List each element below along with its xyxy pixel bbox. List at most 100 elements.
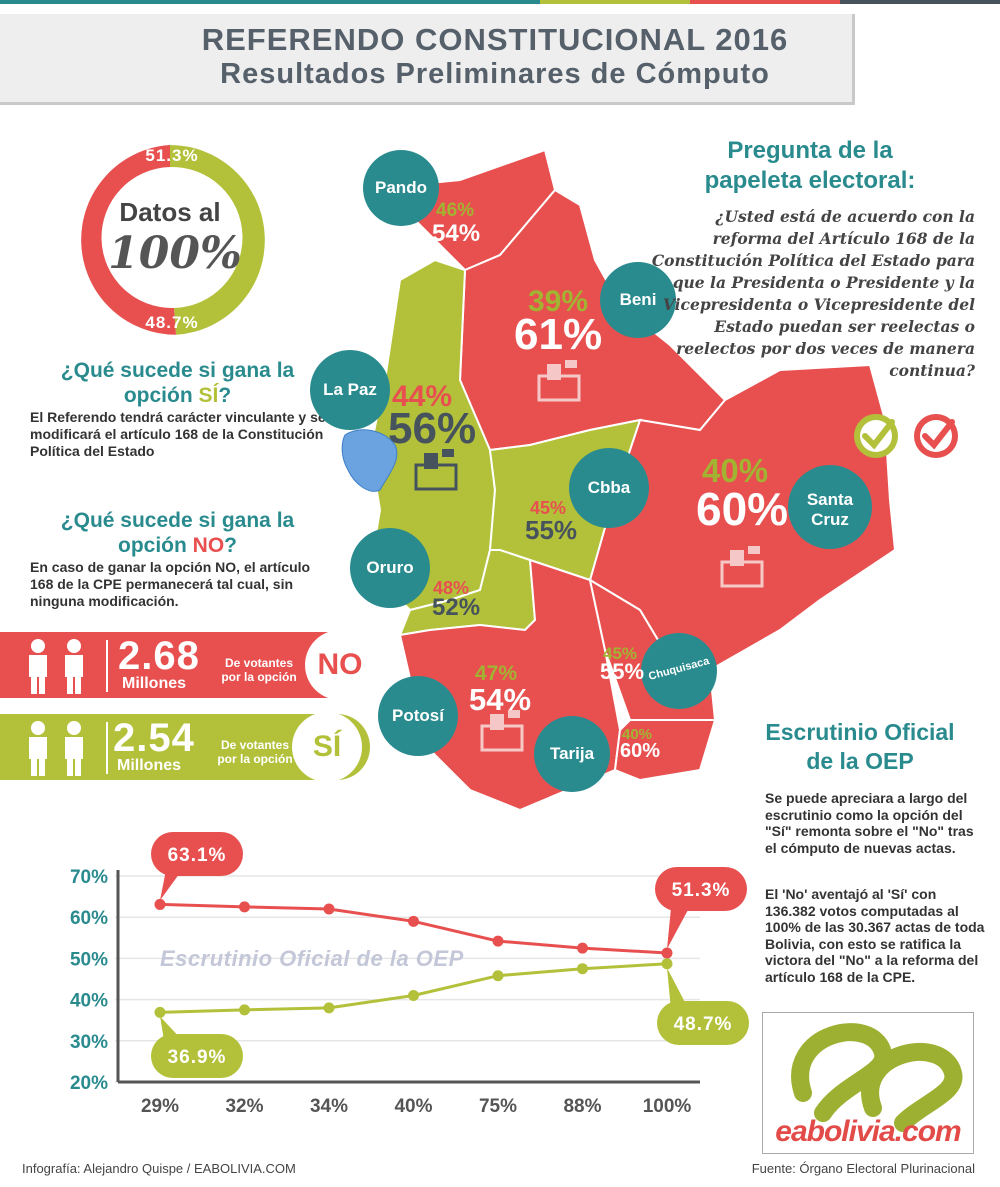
ballot-box-icon [537,360,581,402]
callout-no-end-bubble [655,867,747,911]
pct-yes-beni: 39% [528,285,589,318]
stat-no-number: 2.68 [118,634,200,678]
y-tick-label: 40% [70,991,108,1012]
data-point-no [154,898,166,910]
donut-yes-slice [170,145,265,335]
pct-yes-cbba: 55% [525,515,578,545]
stat-si-desc: De votantes por la opción [217,738,293,766]
page-title: REFERENDO CONSTITUCIONAL 2016 [201,22,789,57]
footer-source: Fuente: Órgano Electoral Plurinacional [751,1161,975,1176]
oep-paragraph-2: El 'No' aventajó al 'Sí' con 136.382 vot… [765,886,985,985]
y-tick-label: 30% [70,1032,108,1053]
stat-no-option: NO [305,630,375,700]
ballot-box-icon [720,546,764,588]
donut-yes-pct: 48.7% [145,313,199,332]
stat-divider [106,640,108,692]
stat-divider [106,722,108,774]
people-icon [29,721,83,776]
data-point-si [577,963,588,975]
footer-credit: Infografía: Alejandro Quispe / EABOLIVIA… [22,1161,296,1176]
pct-no-chuquisaca: 55% [600,659,645,684]
region-name-la-paz: La Paz [323,380,377,399]
donut-value: 100% [108,228,242,279]
si-section-title: ¿Qué sucede si gana la opción SÍ? [60,359,295,407]
callout-pointer [160,870,182,901]
ballot-box-icon [480,710,524,752]
no-check-icon [914,414,958,458]
callout-no-start-bubble [151,832,243,876]
y-tick-label: 70% [70,867,108,888]
data-point-si [661,958,673,970]
region-name-pando: Pando [375,178,427,197]
people-icon [29,639,83,694]
result-donut [81,145,265,335]
pct-yes-chuquisaca: 45% [603,644,638,663]
eabolivia-logo [762,1012,974,1154]
logo-mark [791,1023,963,1132]
lake-titicaca [341,429,398,492]
no-highlight: NO [192,534,225,557]
si-highlight: SÍ [198,384,219,407]
data-point-no [408,915,419,927]
stat-no-unit: Millones [122,675,187,692]
stat-si-unit: Millones [117,757,182,774]
callout-yes-start-bubble [151,1034,243,1078]
oep-paragraph-1: Se puede apreciara a largo del escrutini… [765,790,974,856]
map-tarija [613,719,717,782]
chart-title: Escrutinio Oficial de la OEP [160,946,464,971]
x-tick-label: 32% [225,1096,263,1117]
data-point-no [577,942,588,954]
si-section-body: El Referendo tendrá carácter vinculante … [30,409,326,459]
y-tick-label: 20% [70,1073,108,1094]
region-name-tarija: Tarija [549,744,595,763]
data-point-si [492,970,504,982]
pct-yes-tarija: 40% [622,726,653,743]
oep-title: Escrutinio Oficial de la OEP [765,719,955,774]
stat-no-desc: De votantes por la opción [221,656,297,684]
data-point-si [323,1002,335,1014]
title-banner [0,14,855,105]
donut-no-pct: 51.3% [145,146,199,165]
pct-no-tarija: 60% [620,740,661,762]
x-tick-label: 40% [394,1096,432,1117]
x-tick-label: 100% [643,1096,692,1117]
x-tick-label: 75% [479,1096,517,1117]
stat-si-number: 2.54 [113,716,195,760]
y-tick-label: 50% [70,949,108,970]
pct-no-santa-cruz: 60% [696,483,789,535]
pct-no-oruro: 48% [433,578,470,598]
donut-label: Datos al [119,197,221,227]
callout-pointer [667,908,689,950]
callout-pointer [667,967,689,1010]
line-chart: 70% 60% 50% 40% 30% 20% 29% 32% 34% 40% 75% 88% 100%… [70,832,749,1117]
pct-yes-pando: 46% [436,200,475,221]
pct-no-cbba: 45% [530,498,567,518]
callout-yes-end-bubble [657,1001,749,1045]
data-point-no [239,901,250,913]
pct-no-beni: 61% [514,310,603,359]
x-tick-label: 29% [141,1096,179,1117]
pct-no-potosi: 54% [469,682,532,717]
callout-no-start: 63.1% [168,845,227,866]
y-tick-label: 60% [70,908,108,929]
region-name-santa-cruz: Santa Cruz [806,490,854,529]
pregunta-title: Pregunta de la papeleta electoral: [704,137,916,194]
logo-text: eabolivia.com [775,1115,961,1148]
pct-no-la-paz: 44% [392,380,453,413]
check-icons [854,414,958,458]
yes-check-icon [854,414,898,458]
callout-yes-start: 36.9% [168,1047,227,1068]
pct-yes-la-paz: 56% [388,404,477,453]
data-point-no [661,947,673,959]
callout-no-end: 51.3% [672,880,731,901]
no-section-title: ¿Qué sucede si gana la opción NO? [60,509,295,557]
data-point-si [154,1006,166,1018]
stat-si-option: SÍ [292,712,362,782]
pct-yes-oruro: 52% [432,594,481,621]
x-tick-label: 88% [563,1096,601,1117]
page-subtitle: Resultados Preliminares de Cómputo [220,58,770,90]
callout-yes-end: 48.7% [674,1014,733,1035]
data-point-no [492,935,504,947]
region-name-oruro: Oruro [366,558,414,577]
region-name-beni: Beni [619,290,657,309]
